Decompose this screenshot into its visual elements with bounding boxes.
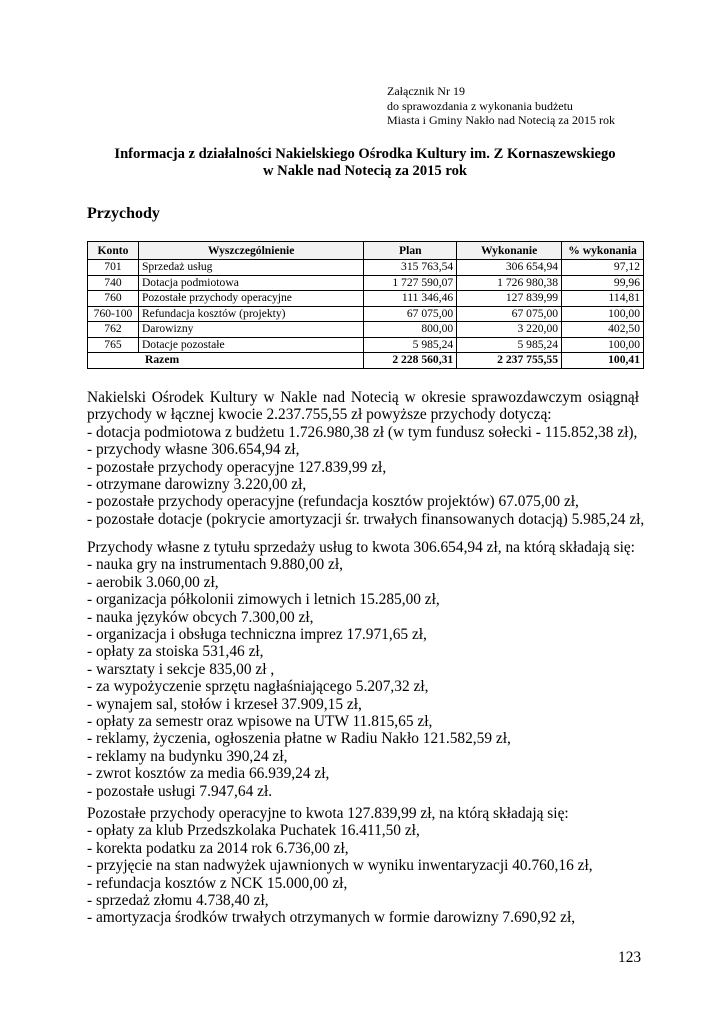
cell-execution: 1 726 980,38 [456,274,563,291]
document-title: Informacja z działalności Nakielskiego O… [60,146,670,180]
total-execution: 2 237 755,55 [456,352,563,369]
list-item: - otrzymane darowizny 3.220,00 zł, [87,476,307,494]
list-item: - warsztaty i sekcje 835,00 zł , [87,660,275,678]
cell-plan: 1 727 590,07 [363,274,458,291]
list-item: - przyjęcie na stan nadwyżek ujawnionych… [87,857,593,875]
cell-konto: 760 [87,290,139,307]
revenue-table: Konto Wyszczególnienie Plan Wykonanie % … [86,241,644,369]
table-row: 740 Dotacja podmiotowa 1 727 590,07 1 726 9… [87,274,644,291]
cell-percent: 100,00 [561,305,644,322]
cell-description: Refundacja kosztów (projekty) [137,305,365,322]
annex-line: Miasta i Gminy Nakło nad Notecią za 2015… [387,113,615,128]
cell-plan: 111 346,46 [363,290,458,307]
cell-execution: 3 220,00 [456,321,563,338]
cell-konto: 760-100 [87,305,139,322]
list-item: - aerobik 3.060,00 zł, [87,573,219,591]
paragraph-intro: Przychody własne z tytułu sprzedaży usłu… [87,539,635,556]
cell-konto: 701 [87,259,139,276]
list-item: - refundacja kosztów z NCK 15.000,00 zł, [87,874,348,892]
paragraph-intro: Nakielski Ośrodek Kultury w Nakle nad No… [87,389,639,424]
header-percent: % wykonania [561,241,644,260]
table-row: 701 Sprzedaż usług 315 763,54 306 654,94 97,… [87,259,644,276]
header-execution: Wykonanie [456,241,563,260]
list-item: - pozostałe dotacje (pokrycie amortyzacj… [87,510,645,528]
annex-line: do sprawozdania z wykonania budżetu [387,98,573,113]
cell-konto: 762 [87,321,139,338]
section-heading: Przychody [87,205,160,222]
header-description: Wyszczególnienie [137,241,365,260]
cell-execution: 306 654,94 [456,259,563,276]
header-plan: Plan [363,241,458,260]
list-item: - pozostałe usługi 7.947,64 zł. [87,782,273,800]
list-item: - opłaty za klub Przedszkolaka Puchatek … [87,822,420,840]
cell-plan: 800,00 [363,321,458,338]
list-item: - nauka gry na instrumentach 9.880,00 zł… [87,556,344,574]
list-item: - korekta podatku za 2014 rok 6.736,00 z… [87,839,349,857]
cell-description: Dotacje pozostałe [137,336,365,353]
paragraph-own-revenue: Przychody własne z tytułu sprzedaży usłu… [87,539,639,800]
list-item: - amortyzacja środków trwałych otrzymany… [87,909,576,927]
title-line-2: w Nakle nad Notecią za 2015 rok [262,163,468,179]
paragraph-other-operating-revenue: Pozostałe przychody operacyjne to kwota … [87,805,639,927]
cell-plan: 315 763,54 [363,259,458,276]
cell-percent: 402,50 [561,321,644,338]
cell-plan: 5 985,24 [363,336,458,353]
cell-percent: 97,12 [561,259,644,276]
cell-konto: 740 [87,274,139,291]
paragraph-revenue-summary: Nakielski Ośrodek Kultury w Nakle nad No… [87,389,645,528]
paragraph-intro: Pozostałe przychody operacyjne to kwota … [87,805,569,822]
list-item: - wynajem sal, stołów i krzeseł 37.909,1… [87,695,362,713]
list-item: - pozostałe przychody operacyjne 127.839… [87,458,387,476]
page-number: 123 [618,949,642,966]
table-row: 760-100 Refundacja kosztów (projekty) 67 0… [87,305,644,322]
cell-description: Darowizny [137,321,365,338]
list-item: - pozostałe przychody operacyjne (refund… [87,493,579,511]
table-row: 760 Pozostałe przychody operacyjne 111 346… [87,290,644,307]
cell-execution: 67 075,00 [456,305,563,322]
cell-percent: 114,81 [561,290,644,307]
list-item: - nauka języków obcych 7.300,00 zł, [87,608,314,626]
list-item: - reklamy, życzenia, ogłoszenia płatne w… [87,730,511,748]
list-item: - dotacja podmiotowa z budżetu 1.726.980… [87,423,638,441]
annex-line: Załącznik Nr 19 [387,84,465,98]
cell-percent: 100,00 [561,336,644,353]
list-item: - organizacja półkolonii zimowych i letn… [87,591,440,609]
list-item: - opłaty za semestr oraz wpisowe na UTW … [87,713,433,731]
cell-percent: 99,96 [561,274,644,291]
table-row: 762 Darowizny 800,00 3 220,00 402,50 [87,321,644,338]
cell-description: Dotacja podmiotowa [137,274,365,291]
annex-note: Załącznik Nr 19 do sprawozdania z wykona… [387,84,615,128]
cell-description: Pozostałe przychody operacyjne [137,290,365,307]
cell-plan: 67 075,00 [363,305,458,322]
list-item: - opłaty za stoiska 531,46 zł, [87,643,264,661]
list-item: - przychody własne 306.654,94 zł, [87,441,300,459]
list-item: - sprzedaż złomu 4.738,40 zł, [87,892,269,910]
cell-execution: 5 985,24 [456,336,563,353]
total-percent: 100,41 [561,352,644,369]
table-row: 765 Dotacje pozostałe 5 985,24 5 985,24 100,… [87,336,644,353]
total-plan: 2 228 560,31 [363,352,458,369]
title-line-1: Informacja z działalności Nakielskiego O… [114,146,616,162]
cell-konto: 765 [87,336,139,353]
cell-description: Sprzedaż usług [137,259,365,276]
list-item: - reklamy na budynku 390,24 zł, [87,747,288,765]
cell-execution: 127 839,99 [456,290,563,307]
list-item: - organizacja i obsługa techniczna impre… [87,626,427,644]
list-item: - za wypożyczenie sprzętu nagłaśniająceg… [87,678,429,696]
total-label: Razem [86,352,365,369]
header-konto: Konto [87,241,139,260]
table-header-row: Konto Wyszczególnienie Plan Wykonanie % … [87,241,644,260]
list-item: - zwrot kosztów za media 66.939,24 zł, [87,765,330,783]
table-total-row: Razem 2 228 560,31 2 237 755,55 100,41 [86,352,644,369]
